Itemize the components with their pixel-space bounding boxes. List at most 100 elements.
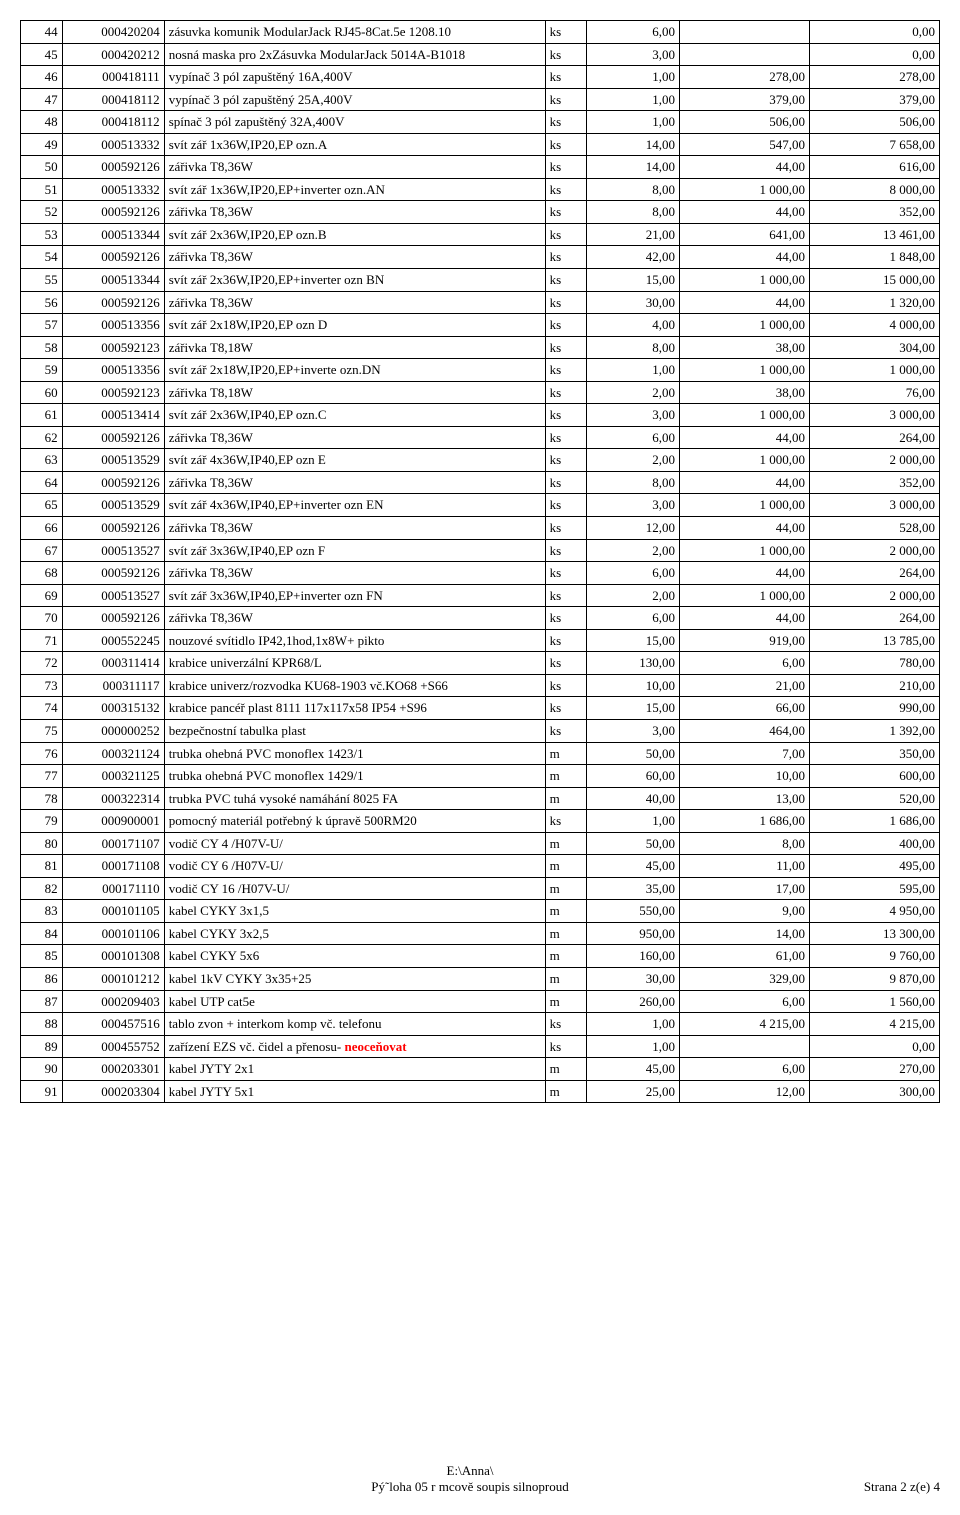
cell: 62	[21, 426, 63, 449]
cell: 160,00	[587, 945, 680, 968]
cell: zářivka T8,36W	[164, 291, 545, 314]
cell: 77	[21, 765, 63, 788]
table-row: 83000101105kabel CYKY 3x1,5m550,009,004 …	[21, 900, 940, 923]
cell: 6,00	[680, 652, 810, 675]
cell: 616,00	[810, 156, 940, 179]
cell: ks	[545, 246, 587, 269]
cell: 71	[21, 629, 63, 652]
table-row: 53000513344svít zář 2x36W,IP20,EP ozn.Bk…	[21, 223, 940, 246]
table-row: 49000513332svít zář 1x36W,IP20,EP ozn.Ak…	[21, 133, 940, 156]
cell: 46	[21, 66, 63, 89]
cell: zářivka T8,18W	[164, 336, 545, 359]
cell: svít zář 1x36W,IP20,EP ozn.A	[164, 133, 545, 156]
table-row: 81000171108vodič CY 6 /H07V-U/m45,0011,0…	[21, 855, 940, 878]
table-row: 46000418111vypínač 3 pól zapuštěný 16A,4…	[21, 66, 940, 89]
cell: 495,00	[810, 855, 940, 878]
cell: 21,00	[587, 223, 680, 246]
cell: ks	[545, 336, 587, 359]
table-row: 69000513527svít zář 3x36W,IP40,EP+invert…	[21, 584, 940, 607]
cell: 90	[21, 1058, 63, 1081]
cell: svít zář 2x36W,IP20,EP+inverter ozn BN	[164, 269, 545, 292]
cell: 278,00	[810, 66, 940, 89]
cell: 000101105	[62, 900, 164, 923]
cell: 84	[21, 922, 63, 945]
cell: 35,00	[587, 877, 680, 900]
cell: ks	[545, 66, 587, 89]
cell: nouzové svítidlo IP42,1hod,1x8W+ pikto	[164, 629, 545, 652]
cell: 45,00	[587, 855, 680, 878]
cell: 4 215,00	[680, 1013, 810, 1036]
cell: 3,00	[587, 494, 680, 517]
table-row: 89000455752zařízení EZS vč. čidel a přen…	[21, 1035, 940, 1058]
cell: 45	[21, 43, 63, 66]
cell: 81	[21, 855, 63, 878]
cell: 38,00	[680, 336, 810, 359]
table-row: 63000513529svít zář 4x36W,IP40,EP ozn Ek…	[21, 449, 940, 472]
cell: m	[545, 832, 587, 855]
cell: 4 950,00	[810, 900, 940, 923]
cell: trubka ohebná PVC monoflex 1429/1	[164, 765, 545, 788]
cell: 79	[21, 810, 63, 833]
cell: 000457516	[62, 1013, 164, 1036]
table-row: 75000000252bezpečnostní tabulka plastks3…	[21, 719, 940, 742]
cell: 40,00	[587, 787, 680, 810]
cell: 1 000,00	[680, 178, 810, 201]
cell: 15,00	[587, 269, 680, 292]
cell: 44,00	[680, 156, 810, 179]
cell: 1 000,00	[680, 359, 810, 382]
cell: ks	[545, 133, 587, 156]
cell: 44,00	[680, 607, 810, 630]
cell: 1,00	[587, 111, 680, 134]
cell: zářivka T8,36W	[164, 517, 545, 540]
cell: zářivka T8,36W	[164, 246, 545, 269]
cell: 6,00	[680, 990, 810, 1013]
cell: m	[545, 877, 587, 900]
cell: 1 000,00	[680, 584, 810, 607]
cell: 264,00	[810, 607, 940, 630]
table-row: 70000592126zářivka T8,36Wks6,0044,00264,…	[21, 607, 940, 630]
cell: 550,00	[587, 900, 680, 923]
table-row: 87000209403kabel UTP cat5em260,006,001 5…	[21, 990, 940, 1013]
cell: 66,00	[680, 697, 810, 720]
cell: 42,00	[587, 246, 680, 269]
cell: 379,00	[680, 88, 810, 111]
cell: 15,00	[587, 697, 680, 720]
cell: 1 000,00	[680, 314, 810, 337]
cell: 6,00	[587, 607, 680, 630]
cell: vodič CY 16 /H07V-U/	[164, 877, 545, 900]
cell: 12,00	[587, 517, 680, 540]
cell: 1 000,00	[680, 269, 810, 292]
cell: 61,00	[680, 945, 810, 968]
cell: svít zář 2x36W,IP20,EP ozn.B	[164, 223, 545, 246]
cell: svít zář 4x36W,IP40,EP ozn E	[164, 449, 545, 472]
cell: ks	[545, 156, 587, 179]
cell: 57	[21, 314, 63, 337]
cell: 000203304	[62, 1080, 164, 1103]
cell: ks	[545, 111, 587, 134]
cell: 000592126	[62, 562, 164, 585]
cell: 520,00	[810, 787, 940, 810]
cell: 38,00	[680, 381, 810, 404]
cell: 1 000,00	[810, 359, 940, 382]
cell: zářivka T8,36W	[164, 201, 545, 224]
cell: 1 320,00	[810, 291, 940, 314]
cell: ks	[545, 697, 587, 720]
table-row: 90000203301kabel JYTY 2x1m45,006,00270,0…	[21, 1058, 940, 1081]
cell: 350,00	[810, 742, 940, 765]
footer-path-1: E:\Anna\	[140, 1463, 800, 1479]
cell: 8,00	[680, 832, 810, 855]
table-row: 82000171110vodič CY 16 /H07V-U/m35,0017,…	[21, 877, 940, 900]
table-row: 62000592126zářivka T8,36Wks6,0044,00264,…	[21, 426, 940, 449]
cell: 3 000,00	[810, 404, 940, 427]
cell: 000592123	[62, 336, 164, 359]
cell: 8,00	[587, 471, 680, 494]
cell: 13 300,00	[810, 922, 940, 945]
cell: 67	[21, 539, 63, 562]
cell: 1 686,00	[810, 810, 940, 833]
cell: 329,00	[680, 967, 810, 990]
cell: zařízení EZS vč. čidel a přenosu- neoceň…	[164, 1035, 545, 1058]
cell: 780,00	[810, 652, 940, 675]
cell: 000418112	[62, 88, 164, 111]
cell: 0,00	[810, 43, 940, 66]
cell: 63	[21, 449, 63, 472]
